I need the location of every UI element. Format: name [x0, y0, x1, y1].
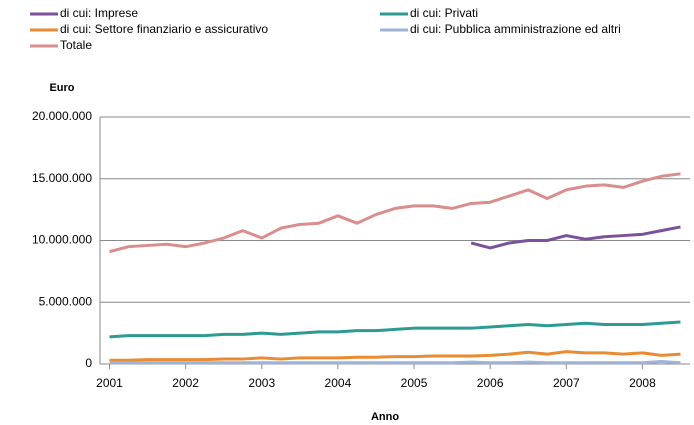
x-tick-label: 2004 — [325, 376, 352, 390]
y-axis-label: Euro — [49, 82, 74, 94]
x-tick-label: 2007 — [553, 376, 580, 390]
x-tick-label: 2003 — [248, 376, 275, 390]
legend-label: Totale — [60, 38, 92, 52]
x-tick-label: 2006 — [477, 376, 504, 390]
y-tick-label: 15.000.000 — [32, 171, 92, 185]
series-line — [109, 360, 681, 365]
y-tick-label: 0 — [85, 356, 92, 370]
x-tick-label: 2005 — [401, 376, 428, 390]
x-tick-label: 2008 — [629, 376, 656, 390]
x-tick-label: 2002 — [172, 376, 199, 390]
legend-label: di cui: Privati — [410, 6, 478, 20]
y-tick-label: 10.000.000 — [32, 233, 92, 247]
legend-label: di cui: Pubblica amministrazione ed altr… — [410, 22, 621, 36]
series-line — [109, 350, 681, 362]
series-line — [109, 172, 681, 254]
x-axis-label: Anno — [371, 411, 399, 423]
series-line — [109, 320, 681, 339]
x-tick-label: 2001 — [96, 376, 123, 390]
legend-label: di cui: Settore finanziario e assicurati… — [60, 22, 268, 36]
y-tick-label: 20.000.000 — [32, 109, 92, 123]
y-tick-label: 5.000.000 — [39, 294, 93, 308]
series-line — [470, 225, 681, 250]
legend-label: di cui: Imprese — [60, 6, 138, 20]
